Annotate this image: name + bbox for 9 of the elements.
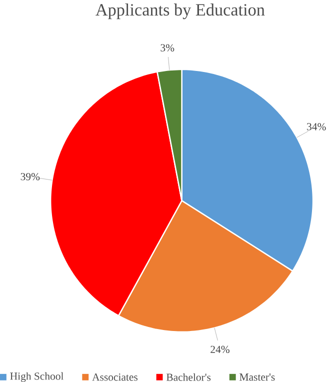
legend-label: Associates (92, 374, 138, 381)
data-label: 39% (20, 173, 40, 180)
data-label: 24% (210, 346, 230, 354)
data-label: 3% (160, 44, 174, 52)
legend-label: Master's (240, 374, 275, 381)
chart-title: Applicants by Education (96, 4, 265, 20)
legend-label: High School (10, 372, 64, 382)
data-label: 34% (307, 123, 326, 130)
legend-label: Bachelor's (166, 373, 211, 381)
